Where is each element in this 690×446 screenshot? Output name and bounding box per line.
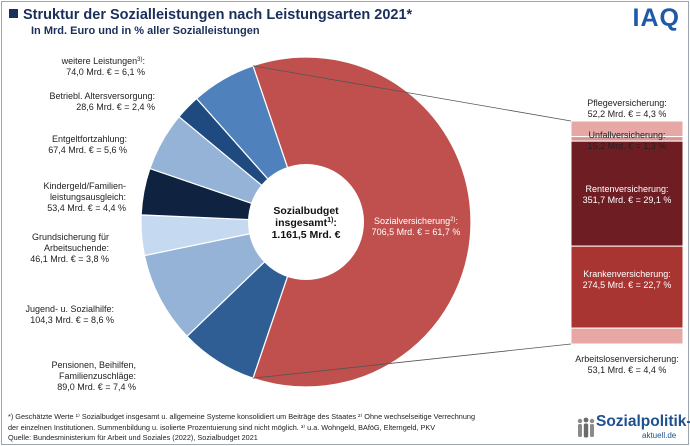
sozialpolitik-logo-subtext: aktuell.de [642, 431, 677, 440]
center-label-footnote-mark: 1) [327, 217, 333, 224]
slice-label-entgeltfortzahlung: Entgeltfortzahlung: 67,4 Mrd. € = 5,6 % [48, 134, 127, 155]
breakdown-label-line: 274,5 Mrd. € = 22,7 % [583, 280, 672, 290]
breakdown-label-arbeitslosenversicherung: Arbeitslosenversicherung: 53,1 Mrd. € = 4… [575, 354, 679, 375]
slice-label-line: Jugend- u. Sozialhilfe: [25, 304, 114, 314]
slice-label-weitere-leistungen: weitere Leistungen3): 74,0 Mrd. € = 6,1 % [61, 56, 145, 77]
slice-label-grundsicherung-f-r-arbeitsuchende: Grundsicherung für Arbeitsuchende: 46,1 Mr… [30, 232, 109, 264]
sozialpolitik-logo-text: Sozialpolitik- [596, 413, 690, 430]
slice-label-kindergeld-familienleistungsausgleich: Kindergeld/Familien-leistungsausgleich: 5… [43, 181, 126, 213]
breakdown-label-unfallversicherung: Unfallversicherung: 15,2 Mrd. € = 1,3 % [588, 130, 667, 151]
slice-label-line: 89,0 Mrd. € = 7,4 % [57, 382, 136, 392]
breakdown-label-line: Arbeitslosenversicherung: [575, 354, 679, 364]
slice-label-line: Familienzuschläge: [59, 371, 136, 381]
breakdown-label-line: Pflegeversicherung: [587, 98, 667, 108]
title-bullet-icon [9, 9, 18, 18]
slice-label-betriebl-altersversorgung: Betriebl. Altersversorgung: 28,6 Mrd. € =… [49, 91, 155, 112]
breakdown-label-line: 15,2 Mrd. € = 1,3 % [588, 141, 667, 151]
slice-label-line: 67,4 Mrd. € = 5,6 % [48, 145, 127, 155]
slice-label-line: leistungsausgleich: [50, 192, 126, 202]
slice-label-line: 28,6 Mrd. € = 2,4 % [76, 102, 155, 112]
chart-subtitle: In Mrd. Euro und in % aller Sozialleistu… [31, 25, 260, 37]
slice-label-pensionen-beihilfen-familienzuschl-ge: Pensionen, Beihilfen, Familienzuschläge: 8… [51, 360, 136, 392]
iaq-logo: IAQ [632, 4, 680, 32]
chart-title: Struktur der Sozialleistungen nach Leist… [9, 7, 412, 23]
slice-label-line: 53,4 Mrd. € = 4,4 % [47, 203, 126, 213]
slice-label-line: 104,3 Mrd. € = 8,6 % [30, 315, 114, 325]
breakdown-label-line: 53,1 Mrd. € = 4,4 % [588, 365, 667, 375]
slice-label-line: Kindergeld/Familien- [43, 181, 126, 191]
breakdown-label-pflegeversicherung: Pflegeversicherung: 52,2 Mrd. € = 4,3 % [587, 98, 667, 119]
slice-label-line: Entgeltfortzahlung: [52, 134, 127, 144]
slice-label-line: weitere Leistungen3): [61, 56, 145, 66]
slice-label-line: Grundsicherung für [32, 232, 109, 242]
slice-label-line: 74,0 Mrd. € = 6,1 % [66, 67, 145, 77]
source-note: Quelle: Bundesministerium für Arbeit und… [8, 433, 258, 442]
connector-line-top [252, 65, 572, 122]
breakdown-label-rentenversicherung: Rentenversicherung: 351,7 Mrd. € = 29,1 % [583, 184, 672, 205]
slice-label-jugend-u-sozialhilfe: Jugend- u. Sozialhilfe: 104,3 Mrd. € = 8,… [25, 304, 114, 325]
center-label-colon: : [333, 217, 337, 229]
breakdown-label-line: 52,2 Mrd. € = 4,3 % [588, 109, 667, 119]
connector-line-bottom [252, 343, 572, 379]
people-icon [577, 417, 595, 438]
slice-label-line: Pensionen, Beihilfen, [51, 360, 136, 370]
slice-label-sozialversicherung: Sozialversicherung2): 706,5 Mrd. € = 61,7… [372, 216, 461, 237]
footnotes: *) Geschätzte Werte ¹⁾ Sozialbudget insg… [8, 412, 568, 444]
center-label-line-2: insgesamt1): [275, 217, 337, 229]
footnote-line-1: *) Geschätzte Werte ¹⁾ Sozialbudget insg… [8, 412, 476, 421]
slice-label-line: 46,1 Mrd. € = 3,8 % [30, 254, 109, 264]
breakdown-label-line: Krankenversicherung: [583, 269, 671, 279]
center-label-line-1: Sozialbudget [273, 205, 339, 217]
slice-label-line: Betriebl. Altersversorgung: [49, 91, 155, 101]
slice-label-line: 706,5 Mrd. € = 61,7 % [372, 227, 461, 237]
footnote-line-2: der einzelnen Institutionen. Summenbildu… [8, 422, 436, 432]
center-label-total: 1.161,5 Mrd. € [272, 229, 341, 241]
chart-title-text: Struktur der Sozialleistungen nach Leist… [23, 7, 413, 23]
sozialpolitik-logo: Sozialpolitik- aktuell.de [576, 413, 690, 442]
pie-center-hole [248, 164, 364, 280]
breakdown-label-line: 351,7 Mrd. € = 29,1 % [583, 195, 672, 205]
slice-label-line: Sozialversicherung2): [374, 216, 458, 226]
breakdown-label-line: Rentenversicherung: [585, 184, 668, 194]
breakdown-label-line: Unfallversicherung: [588, 130, 665, 140]
breakdown-label-krankenversicherung: Krankenversicherung: 274,5 Mrd. € = 22,7 … [583, 269, 672, 290]
slice-label-line: Arbeitsuchende: [44, 243, 109, 253]
breakdown-bar-krankenversicherung [570, 245, 684, 329]
breakdown-bar-arbeitslosenversicherung [570, 327, 684, 345]
